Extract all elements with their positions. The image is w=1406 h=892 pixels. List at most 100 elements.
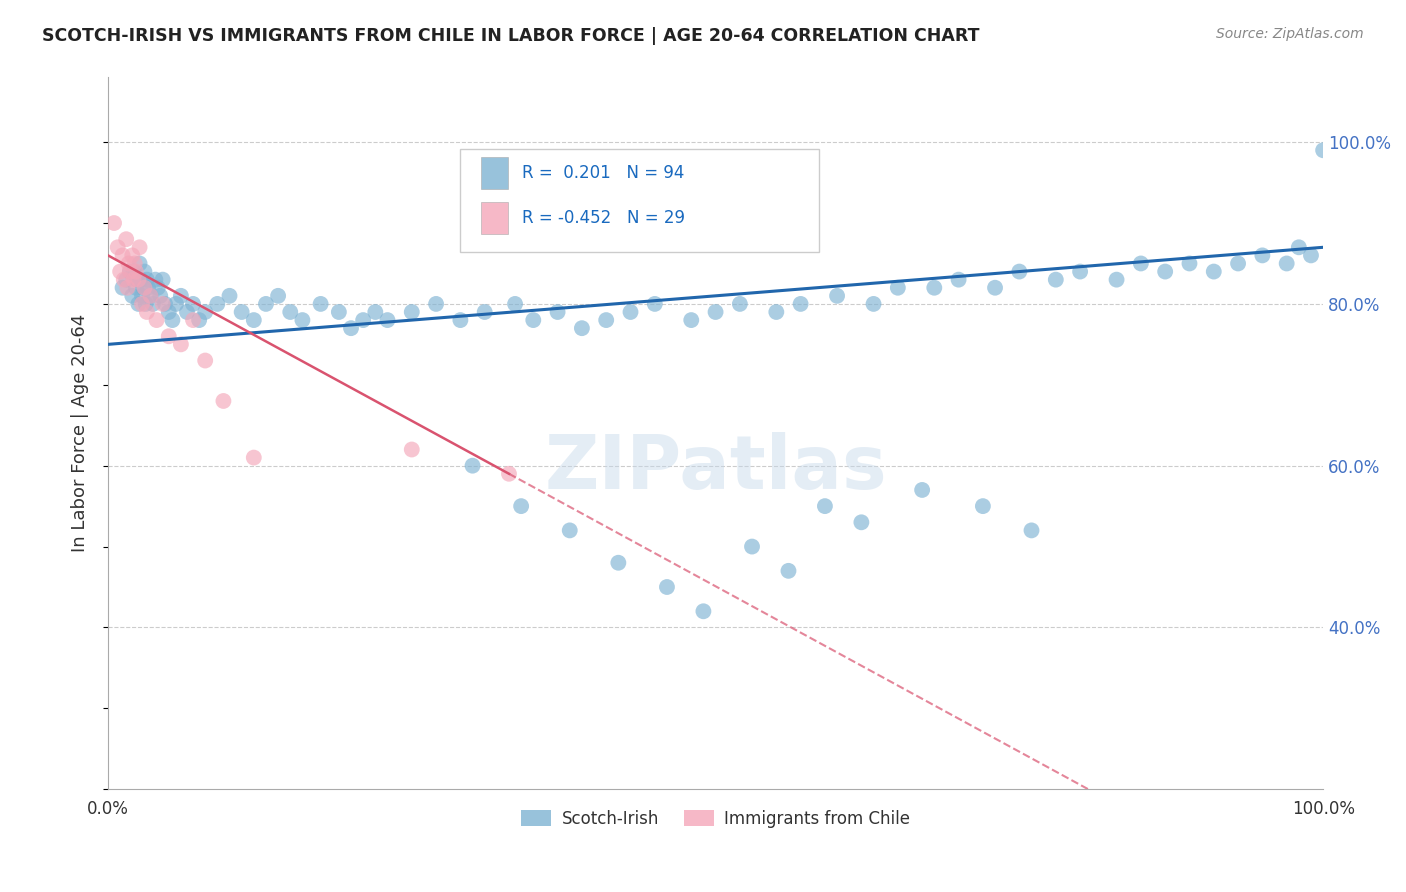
Point: [218, 289, 240, 303]
Point: [157, 329, 180, 343]
Point: [681, 313, 703, 327]
Point: [149, 289, 172, 303]
FancyBboxPatch shape: [460, 149, 818, 252]
Point: [503, 297, 526, 311]
Point: [728, 297, 751, 311]
Text: SCOTCH-IRISH VS IMMIGRANTS FROM CHILE IN LABOR FORCE | AGE 20-64 CORRELATION CHA: SCOTCH-IRISH VS IMMIGRANTS FROM CHILE IN…: [42, 27, 980, 45]
Point: [474, 305, 496, 319]
Point: [145, 273, 167, 287]
Point: [789, 297, 811, 311]
Point: [364, 305, 387, 319]
Point: [595, 313, 617, 327]
Text: R =  0.201   N = 94: R = 0.201 N = 94: [523, 163, 685, 182]
Point: [111, 248, 134, 262]
Point: [128, 240, 150, 254]
Point: [129, 273, 152, 287]
Point: [1178, 256, 1201, 270]
Point: [194, 305, 217, 319]
Point: [135, 305, 157, 319]
Point: [145, 313, 167, 327]
Text: Source: ZipAtlas.com: Source: ZipAtlas.com: [1216, 27, 1364, 41]
Point: [972, 499, 994, 513]
Point: [278, 305, 301, 319]
Point: [122, 273, 145, 287]
Point: [1129, 256, 1152, 270]
Point: [153, 297, 176, 311]
Point: [118, 264, 141, 278]
Point: [121, 289, 143, 303]
Point: [194, 353, 217, 368]
Point: [115, 232, 138, 246]
Point: [136, 281, 159, 295]
Point: [124, 256, 146, 270]
Point: [162, 313, 184, 327]
Point: [128, 256, 150, 270]
Point: [267, 289, 290, 303]
Point: [1045, 273, 1067, 287]
Y-axis label: In Labor Force | Age 20-64: In Labor Force | Age 20-64: [72, 314, 89, 552]
Point: [741, 540, 763, 554]
Point: [139, 289, 162, 303]
Point: [309, 297, 332, 311]
Point: [862, 297, 884, 311]
Point: [152, 273, 174, 287]
Point: [704, 305, 727, 319]
Point: [212, 394, 235, 409]
Point: [134, 264, 156, 278]
Point: [644, 297, 666, 311]
Point: [1202, 264, 1225, 278]
Point: [765, 305, 787, 319]
Point: [449, 313, 471, 327]
Point: [547, 305, 569, 319]
Point: [188, 313, 211, 327]
Point: [107, 240, 129, 254]
Point: [142, 297, 165, 311]
Point: [135, 273, 157, 287]
Point: [125, 264, 148, 278]
Point: [1008, 264, 1031, 278]
Point: [1069, 264, 1091, 278]
Point: [170, 289, 193, 303]
Point: [692, 604, 714, 618]
Point: [125, 281, 148, 295]
Point: [170, 337, 193, 351]
Point: [139, 289, 162, 303]
Point: [1021, 524, 1043, 538]
Point: [1251, 248, 1274, 262]
Point: [1312, 143, 1334, 157]
Point: [377, 313, 399, 327]
Point: [115, 273, 138, 287]
Point: [948, 273, 970, 287]
Point: [522, 313, 544, 327]
Point: [127, 297, 149, 311]
Point: [461, 458, 484, 473]
Point: [165, 297, 187, 311]
Point: [121, 248, 143, 262]
Point: [127, 273, 149, 287]
Point: [571, 321, 593, 335]
Point: [254, 297, 277, 311]
Point: [1299, 248, 1322, 262]
Point: [291, 313, 314, 327]
Point: [131, 297, 153, 311]
Point: [1227, 256, 1250, 270]
Point: [1105, 273, 1128, 287]
Point: [243, 450, 266, 465]
Point: [146, 281, 169, 295]
Point: [111, 281, 134, 295]
Point: [887, 281, 910, 295]
Point: [401, 442, 423, 457]
FancyBboxPatch shape: [481, 202, 508, 234]
Point: [1275, 256, 1298, 270]
Point: [181, 313, 204, 327]
Point: [911, 483, 934, 497]
Point: [117, 256, 139, 270]
Point: [176, 305, 198, 319]
Point: [619, 305, 641, 319]
Point: [134, 281, 156, 295]
Point: [558, 524, 581, 538]
Point: [1288, 240, 1310, 254]
Point: [131, 289, 153, 303]
Point: [425, 297, 447, 311]
Point: [117, 281, 139, 295]
